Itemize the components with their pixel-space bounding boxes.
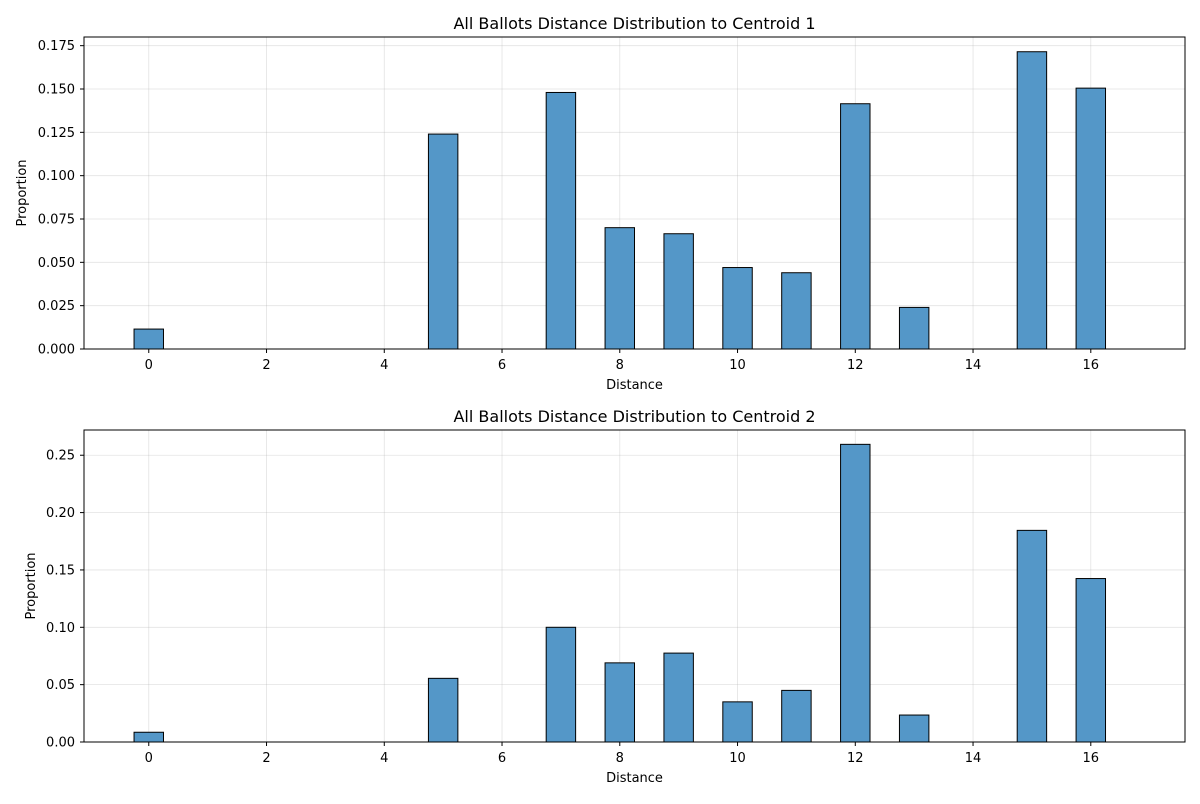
- x-tick-label: 0: [145, 358, 153, 373]
- bar-distance-9: [663, 652, 694, 743]
- x-tick-label: 2: [262, 358, 270, 373]
- bar-distance-0: [133, 328, 164, 350]
- y-tick-label: 0.150: [38, 83, 75, 98]
- y-tick-label: 0.000: [38, 343, 75, 358]
- bar-distance-9: [663, 233, 694, 350]
- x-axis-label: Distance: [606, 378, 663, 393]
- y-axis-label: Proportion: [15, 159, 30, 226]
- y-axis-label: Proportion: [24, 552, 39, 619]
- chart-title: All Ballots Distance Distribution to Cen…: [453, 14, 815, 33]
- plot-area-frame: [83, 36, 1186, 350]
- bar-distance-10: [722, 267, 753, 350]
- x-tick-label: 10: [729, 358, 746, 373]
- plot-area-frame: [83, 429, 1186, 743]
- bar-distance-16: [1075, 87, 1107, 350]
- bar-distance-5: [427, 133, 459, 350]
- subplot-centroid-1: All Ballots Distance Distribution to Cen…: [15, 14, 1186, 393]
- y-tick-label: 0.10: [46, 621, 75, 636]
- bar-distance-13: [898, 306, 930, 350]
- bar-distance-15: [1016, 51, 1048, 350]
- x-tick-label: 0: [145, 751, 153, 766]
- bar-distance-11: [781, 272, 812, 350]
- bar-distance-11: [781, 689, 812, 743]
- y-tick-label: 0.05: [46, 678, 75, 693]
- y-tick-label: 0.050: [38, 256, 75, 271]
- x-tick-label: 4: [380, 751, 388, 766]
- x-tick-label: 6: [498, 358, 506, 373]
- bar-distance-10: [722, 701, 753, 743]
- bar-distance-15: [1016, 529, 1048, 743]
- y-tick-label: 0.025: [38, 299, 75, 314]
- x-tick-label: 16: [1083, 751, 1100, 766]
- x-tick-label: 10: [729, 751, 746, 766]
- y-tick-label: 0.075: [38, 213, 75, 228]
- bar-distance-13: [898, 714, 930, 743]
- x-tick-label: 14: [965, 751, 982, 766]
- bar-distance-7: [545, 91, 577, 350]
- y-tick-label: 0.125: [38, 126, 75, 141]
- subplot-centroid-2: All Ballots Distance Distribution to Cen…: [24, 407, 1186, 786]
- y-tick-label: 0.00: [46, 736, 75, 751]
- bar-distance-12: [840, 443, 871, 743]
- bar-distance-7: [545, 626, 577, 743]
- x-tick-label: 14: [965, 358, 982, 373]
- bar-distance-8: [604, 227, 636, 350]
- x-tick-label: 2: [262, 751, 270, 766]
- y-tick-label: 0.20: [46, 506, 75, 521]
- chart-title: All Ballots Distance Distribution to Cen…: [453, 407, 815, 426]
- x-tick-label: 8: [616, 358, 624, 373]
- x-tick-label: 12: [847, 751, 864, 766]
- bar-distance-16: [1075, 578, 1107, 743]
- y-tick-label: 0.25: [46, 449, 75, 464]
- x-tick-label: 16: [1083, 358, 1100, 373]
- bar-distance-0: [133, 731, 164, 743]
- x-tick-label: 6: [498, 751, 506, 766]
- y-tick-label: 0.175: [38, 39, 75, 54]
- x-tick-label: 8: [616, 751, 624, 766]
- x-tick-label: 12: [847, 358, 864, 373]
- y-tick-label: 0.100: [38, 169, 75, 184]
- y-tick-label: 0.15: [46, 563, 75, 578]
- x-tick-label: 4: [380, 358, 388, 373]
- bar-distance-5: [427, 677, 459, 743]
- x-axis-label: Distance: [606, 771, 663, 786]
- bar-distance-12: [840, 103, 871, 350]
- bar-distance-8: [604, 662, 636, 743]
